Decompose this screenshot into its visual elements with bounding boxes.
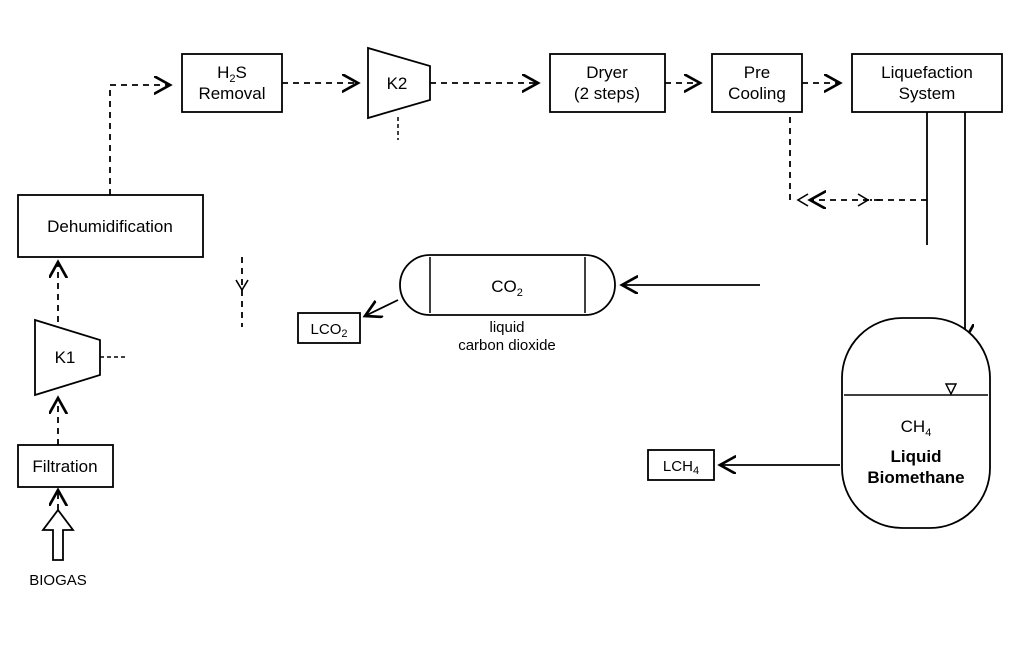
k2-compressor: K2 [368,48,430,118]
arrowhead-left-1 [798,194,808,206]
ch4-sub1: Liquid [891,447,942,466]
lco2-box: LCO2 [298,313,360,343]
k1-label: K1 [55,348,76,367]
k2-label: K2 [387,74,408,93]
biogas-input-arrow [43,490,73,560]
co2-sub2: carbon dioxide [458,337,556,354]
filtration-label: Filtration [32,457,97,476]
biogas-label: BIOGAS [29,572,87,589]
liq-label-1: Liquefaction [881,63,973,82]
flow-diagram: BIOGAS Filtration K1 Dehumidification H2… [0,0,1024,646]
dryer-label-1: Dryer [586,63,628,82]
h2s-label-2: Removal [198,84,265,103]
filtration-box: Filtration [18,445,113,487]
co2-tank: CO2 liquid carbon dioxide [400,255,615,354]
lch4-box: LCH4 [648,450,714,480]
edge-co2-lco2 [365,300,398,316]
h2s-box: H2S Removal [182,54,282,112]
dehum-box: Dehumidification [18,195,203,257]
precool-label-2: Cooling [728,84,786,103]
liq-label-2: System [899,84,956,103]
precool-label-1: Pre [744,63,770,82]
edge-dehum-h2s [110,85,170,195]
liq-box: Liquefaction System [852,54,1002,112]
dryer-label-2: (2 steps) [574,84,640,103]
ch4-tank: CH4 Liquid Biomethane [842,318,990,528]
co2-sub1: liquid [489,319,524,336]
dryer-box: Dryer (2 steps) [550,54,665,112]
ch4-sub2: Biomethane [867,468,964,487]
dehum-label: Dehumidification [47,217,173,236]
precool-box: Pre Cooling [712,54,802,112]
k1-compressor: K1 [35,320,100,395]
